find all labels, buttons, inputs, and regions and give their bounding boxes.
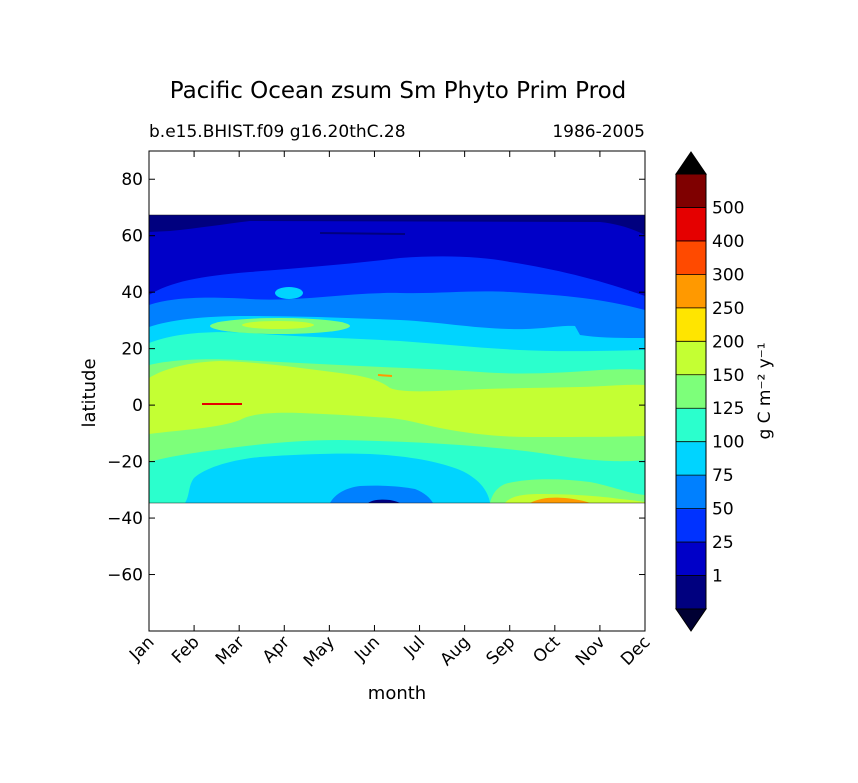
contour-band-250-300-se xyxy=(530,497,590,503)
colorbar-tick-label: 50 xyxy=(712,500,734,520)
contour-band-0-1 xyxy=(149,215,645,235)
y-tick-label: 60 xyxy=(121,227,143,247)
y-axis-label: latitude xyxy=(79,358,100,427)
colorbar-tick-label: 75 xyxy=(712,466,734,486)
contour-island-75-100 xyxy=(275,287,303,299)
colorbar-tick-label: 500 xyxy=(712,198,744,218)
colorbar-frame xyxy=(675,173,707,610)
y-tick-label: −20 xyxy=(107,453,143,473)
colorbar-swatch xyxy=(676,408,706,443)
x-tick-label: May xyxy=(300,632,339,671)
y-tick-label: 0 xyxy=(132,396,143,416)
colorbar-swatch xyxy=(676,341,706,376)
colorbar-extend-top xyxy=(675,151,707,175)
contour-band-50-75-lower xyxy=(330,485,433,503)
colorbar-swatch xyxy=(676,441,706,476)
colorbar-tick-label: 300 xyxy=(712,265,744,285)
x-tick-label: Apr xyxy=(259,632,294,667)
y-tick-label: 40 xyxy=(121,283,143,303)
colorbar-tick-label: 150 xyxy=(712,366,744,386)
x-tick-label: Sep xyxy=(482,632,519,669)
y-tick-label: −40 xyxy=(107,509,143,529)
x-tick-label: Jun xyxy=(350,632,384,666)
colorbar-swatch xyxy=(676,542,706,577)
colorbar-swatch xyxy=(676,240,706,275)
colorbar-swatch xyxy=(676,274,706,309)
contour-band-0-1-lower xyxy=(368,499,400,503)
x-tick-label: Jan xyxy=(125,632,158,665)
chart-subtitle-left: b.e15.BHIST.f09 g16.20thC.28 xyxy=(149,122,406,142)
x-tick-label: Dec xyxy=(617,632,654,669)
colorbar-tick-label: 100 xyxy=(712,433,744,453)
y-tick-label: 80 xyxy=(121,170,143,190)
contour-island-250-300 xyxy=(377,374,393,377)
colorbar-swatch xyxy=(676,174,706,208)
x-tick-label: Nov xyxy=(572,632,610,670)
colorbar-swatch xyxy=(676,508,706,543)
x-tick-label: Oct xyxy=(529,632,564,667)
y-tick-label: 20 xyxy=(121,340,143,360)
chart-title: Pacific Ocean zsum Sm Phyto Prim Prod xyxy=(170,78,627,104)
colorbar-tick-label: 1 xyxy=(712,567,723,587)
colorbar-label: g C m⁻² y⁻¹ xyxy=(755,342,775,439)
x-tick-label: Mar xyxy=(212,632,249,669)
chart-subtitle-right: 1986-2005 xyxy=(552,122,645,142)
colorbar-tick-label: 200 xyxy=(712,332,744,352)
x-tick-label: Jul xyxy=(400,632,429,661)
x-tick-label: Aug xyxy=(437,632,475,670)
colorbar-tick-label: 400 xyxy=(712,232,744,252)
colorbar-tick-label: 125 xyxy=(712,399,744,419)
x-axis-label: month xyxy=(368,683,426,704)
y-tick-label: −60 xyxy=(107,566,143,586)
colorbar-tick-label: 25 xyxy=(712,533,734,553)
colorbar-swatch xyxy=(676,207,706,242)
colorbar-extend-bottom xyxy=(675,608,707,632)
colorbar-swatch xyxy=(676,307,706,342)
y-axis: 80 60 40 20 0 −20 −40 −60 xyxy=(107,170,645,586)
axes-frame xyxy=(148,150,646,632)
contour-field xyxy=(149,215,645,503)
contour-island-150-200-mid xyxy=(242,321,314,329)
colorbar-swatch xyxy=(676,575,706,610)
colorbar-tick-label: 250 xyxy=(712,299,744,319)
contour-island-0-1-north xyxy=(319,232,406,235)
colorbar-swatch xyxy=(676,475,706,510)
colorbar-swatch xyxy=(676,374,706,409)
x-tick-label: Feb xyxy=(168,632,203,667)
